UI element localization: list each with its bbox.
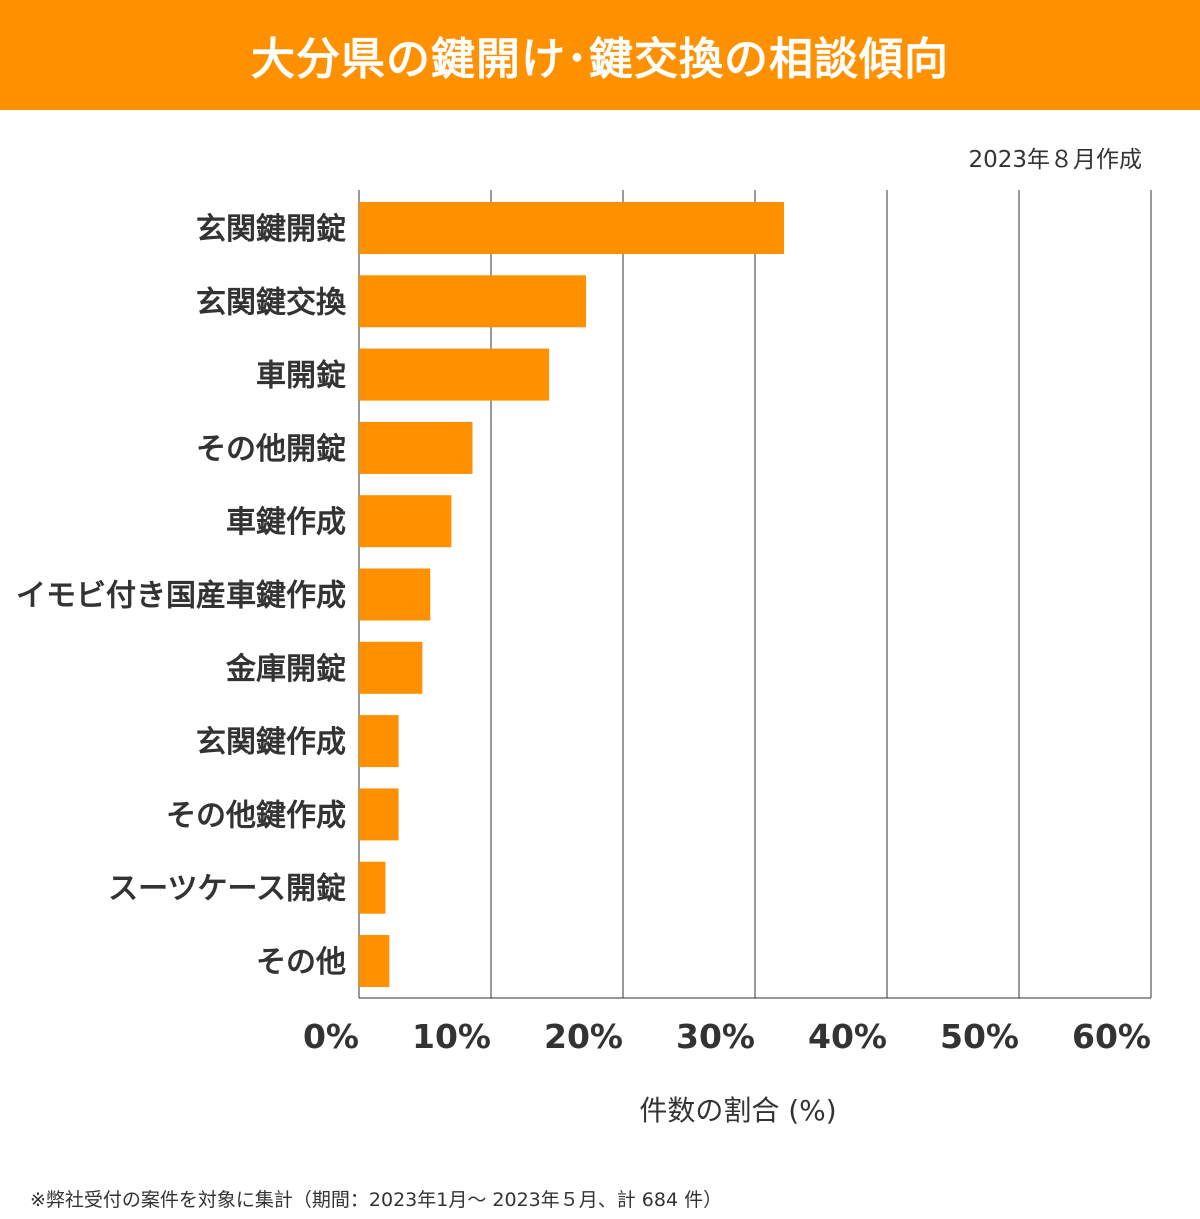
tick-label-40: 40% <box>808 1017 887 1056</box>
category-label-5: イモビ付き国産車鍵作成 <box>16 579 346 614</box>
category-label-6: 金庫開錠 <box>225 652 346 687</box>
category-label-4: 車鍵作成 <box>226 505 346 540</box>
page-title: 大分県の鍵開け･鍵交換の相談傾向 <box>251 34 949 85</box>
category-label-8: その他鍵作成 <box>166 798 346 833</box>
bar-3 <box>359 421 473 474</box>
category-label-3: その他開錠 <box>196 432 346 467</box>
tick-label-60: 60% <box>1072 1017 1151 1056</box>
x-axis-title: 件数の割合 (%) <box>639 1094 836 1127</box>
bar-9 <box>359 861 386 914</box>
bar-6 <box>359 641 423 694</box>
category-label-0: 玄関鍵開錠 <box>196 212 346 247</box>
creation-date: 2023年８月作成 <box>968 147 1142 173</box>
bar-10 <box>359 935 390 987</box>
category-label-9: スーツケース開錠 <box>108 872 346 907</box>
tick-label-30: 30% <box>676 1017 755 1056</box>
footnote: ※弊社受付の案件を対象に集計（期間：2023年1月～ 2023年５月、計 684… <box>30 1189 723 1211</box>
tick-label-10: 10% <box>412 1017 491 1056</box>
bar-7 <box>359 715 399 768</box>
bar-4 <box>359 495 452 548</box>
tick-label-0: 0% <box>303 1017 359 1056</box>
title-banner: 大分県の鍵開け･鍵交換の相談傾向 <box>0 0 1200 110</box>
category-label-10: その他 <box>256 945 346 980</box>
category-label-2: 車開錠 <box>256 359 346 394</box>
bar-2 <box>359 348 550 401</box>
tick-label-50: 50% <box>940 1017 1019 1056</box>
bar-1 <box>359 275 587 328</box>
bar-0 <box>359 202 785 254</box>
category-label-7: 玄関鍵作成 <box>196 725 346 760</box>
bar-5 <box>359 568 431 621</box>
bar-8 <box>359 788 399 841</box>
category-label-1: 玄関鍵交換 <box>196 285 347 320</box>
tick-label-20: 20% <box>544 1017 623 1056</box>
